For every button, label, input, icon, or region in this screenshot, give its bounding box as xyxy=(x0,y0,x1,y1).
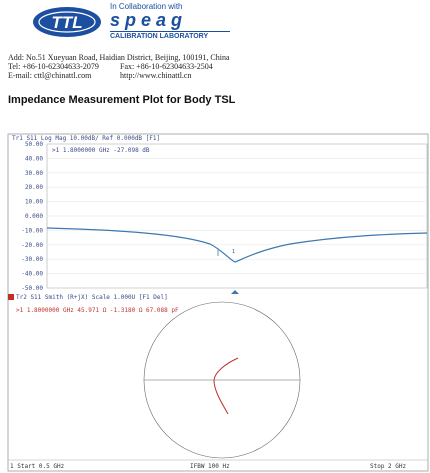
y-tick-label: 20.00 xyxy=(25,184,43,191)
y-tick-label: 50.00 xyxy=(25,141,43,148)
logo: TTL xyxy=(33,7,101,37)
status-stop: Stop 2 GHz xyxy=(370,463,407,470)
y-tick-label: -10.00 xyxy=(21,227,43,234)
y-tick-label: 40.00 xyxy=(25,155,43,162)
marker-label: 1 xyxy=(232,249,235,255)
status-start: 1 Start 0.5 GHz xyxy=(10,463,65,470)
email: E-mail: cttl@chinattl.com xyxy=(8,71,92,80)
lab: CALIBRATION LABORATORY xyxy=(110,33,209,40)
plot-frame xyxy=(7,133,429,472)
smith-trace xyxy=(213,357,239,415)
logo-text: TTL xyxy=(51,13,82,32)
y-tick-label: -50.00 xyxy=(21,285,43,292)
y-tick-label: 0.000 xyxy=(25,213,43,220)
logmag-marker: >1 1.8000000 GHz -27.098 dB xyxy=(52,147,150,154)
y-tick-label: -40.00 xyxy=(21,271,43,278)
marker-arrow xyxy=(231,290,239,294)
y-tick-label: 30.00 xyxy=(25,170,43,177)
address: Add: No.51 Xueyuan Road, Haidian Distric… xyxy=(8,53,230,62)
collaboration: In Collaboration with xyxy=(110,2,183,11)
vna-plot: Tr1 S11 Log Mag 10.00dB/ Ref 0.000dB [F1… xyxy=(7,133,429,472)
title: Impedance Measurement Plot for Body TSL xyxy=(8,94,236,106)
partner: s p e a g xyxy=(110,10,230,32)
trace-flag xyxy=(8,294,14,300)
fax: Fax: +86-10-62304633-2504 xyxy=(120,62,213,71)
status-ifbw: IFBW 100 Hz xyxy=(190,463,230,470)
y-tick-label: -30.00 xyxy=(21,256,43,263)
tel: Tel: +86-10-62304633-2079 xyxy=(8,62,99,71)
smith-marker: >1 1.8000000 GHz 45.971 Ω -1.3180 Ω 67.0… xyxy=(16,307,179,314)
logmag-trace xyxy=(46,227,428,263)
y-tick-label: 10.00 xyxy=(25,199,43,206)
logmag-header: Tr1 S11 Log Mag 10.00dB/ Ref 0.000dB [F1… xyxy=(12,135,160,142)
smith-grid xyxy=(143,301,301,459)
web: http://www.chinattl.cn xyxy=(120,71,192,80)
logo-ring xyxy=(38,11,96,33)
smith-header: Tr2 S11 Smith (R+jX) Scale 1.000U [F1 De… xyxy=(16,294,168,301)
y-tick-label: -20.00 xyxy=(21,242,43,249)
